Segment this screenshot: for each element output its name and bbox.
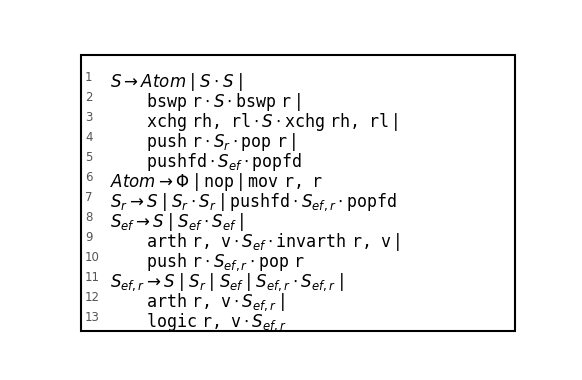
- Text: 9: 9: [85, 231, 93, 244]
- Text: 10: 10: [85, 251, 100, 264]
- Text: $\mathit{S} \rightarrow \mathit{Atom} \;|\; \mathit{S} \cdot \mathit{S} \;|$: $\mathit{S} \rightarrow \mathit{Atom} \;…: [110, 71, 243, 93]
- Text: $\mathit{S}_r \rightarrow \mathit{S} \;|\; \mathit{S}_r \cdot \mathit{S}_r \;|\;: $\mathit{S}_r \rightarrow \mathit{S} \;|…: [110, 191, 396, 213]
- Text: 8: 8: [85, 211, 93, 224]
- Text: $\mathtt{push\ r} \cdot \mathit{S}_r \cdot \mathtt{pop\ r} \;|$: $\mathtt{push\ r} \cdot \mathit{S}_r \cd…: [147, 131, 297, 153]
- Text: 13: 13: [85, 311, 100, 324]
- Text: $\mathtt{pushfd} \cdot \mathit{S}_{ef} \cdot \mathtt{popfd}$: $\mathtt{pushfd} \cdot \mathit{S}_{ef} \…: [147, 151, 303, 173]
- Text: $\mathit{S}_{ef} \rightarrow \mathit{S} \;|\; \mathit{S}_{ef} \cdot \mathit{S}_{: $\mathit{S}_{ef} \rightarrow \mathit{S} …: [110, 211, 244, 233]
- Text: $\mathit{Atom} \rightarrow \Phi \;|\; \mathtt{nop} \;|\; \mathtt{mov\ r,\ r}$: $\mathit{Atom} \rightarrow \Phi \;|\; \m…: [110, 171, 324, 193]
- Text: 5: 5: [85, 151, 93, 164]
- Text: 4: 4: [85, 131, 93, 144]
- FancyBboxPatch shape: [80, 55, 514, 331]
- Text: 3: 3: [85, 111, 93, 124]
- Text: $\mathtt{xchg\ rh,\ rl} \cdot \mathit{S} \cdot \mathtt{xchg\ rh,\ rl} \;|$: $\mathtt{xchg\ rh,\ rl} \cdot \mathit{S}…: [147, 111, 399, 133]
- Text: 6: 6: [85, 171, 93, 184]
- Text: $\mathtt{arth\ r,\ v} \cdot \mathit{S}_{ef} \cdot \mathtt{invarth\ r,\ v} \;|$: $\mathtt{arth\ r,\ v} \cdot \mathit{S}_{…: [147, 231, 400, 253]
- Text: 12: 12: [85, 291, 100, 304]
- Text: 2: 2: [85, 91, 93, 104]
- Text: $\mathit{S}_{ef,r} \rightarrow \mathit{S} \;|\; \mathit{S}_r \;|\; \mathit{S}_{e: $\mathit{S}_{ef,r} \rightarrow \mathit{S…: [110, 271, 344, 293]
- Text: 1: 1: [85, 71, 93, 84]
- Text: $\mathtt{logic\ r,\ v} \cdot \mathit{S}_{ef,r}$: $\mathtt{logic\ r,\ v} \cdot \mathit{S}_…: [147, 311, 288, 333]
- Text: $\mathtt{push\ r} \cdot \mathit{S}_{ef,r} \cdot \mathtt{pop\ r}$: $\mathtt{push\ r} \cdot \mathit{S}_{ef,r…: [147, 251, 306, 273]
- Text: 11: 11: [85, 271, 100, 284]
- Text: $\mathtt{bswp\ r} \cdot \mathit{S} \cdot \mathtt{bswp\ r} \;|$: $\mathtt{bswp\ r} \cdot \mathit{S} \cdot…: [147, 91, 301, 113]
- Text: 7: 7: [85, 191, 93, 204]
- Text: $\mathtt{arth\ r,\ v} \cdot \mathit{S}_{ef,r} \;|$: $\mathtt{arth\ r,\ v} \cdot \mathit{S}_{…: [147, 291, 285, 313]
